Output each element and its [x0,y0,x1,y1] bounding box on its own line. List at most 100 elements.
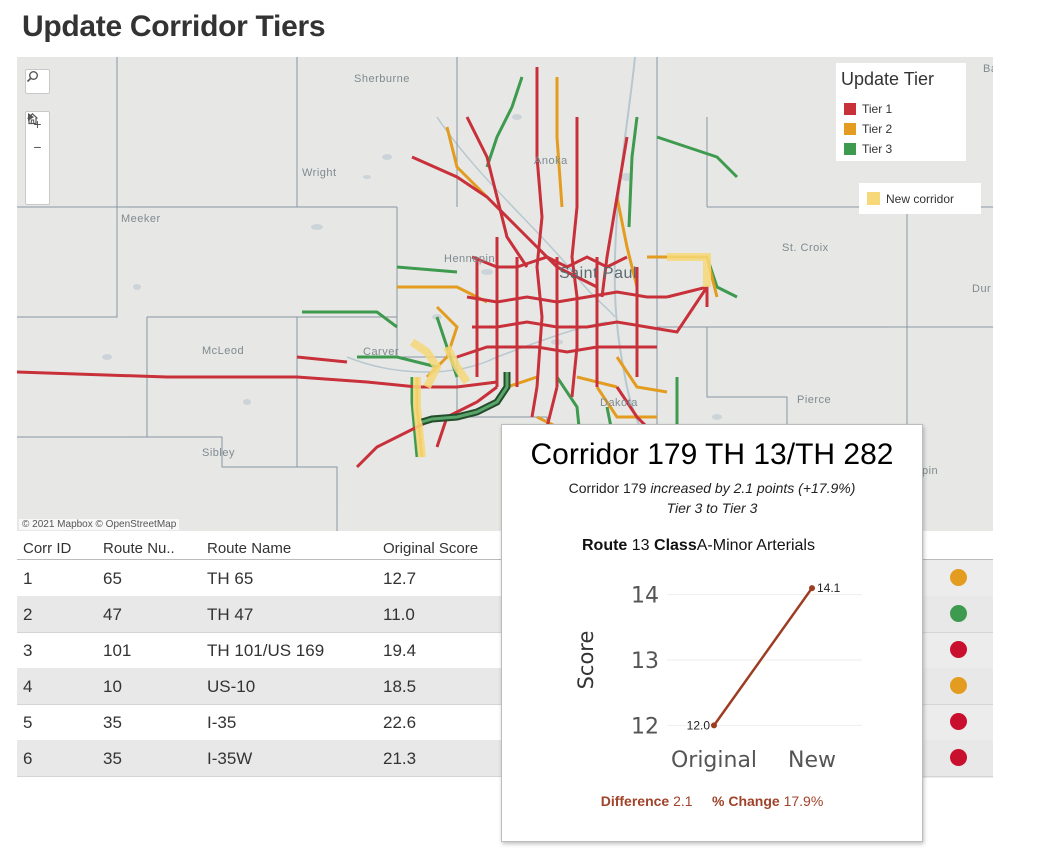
map-zoom-controls[interactable]: + − [25,111,50,205]
col-header-route-name[interactable]: Route Name [207,540,292,557]
map-label-hennepin: Hennepin [444,253,496,265]
legend-label: Tier 3 [862,142,893,156]
tooltip-subtitle-rest: increased by 2.1 points (+17.9%) [650,480,856,496]
legend-title: Update Tier [841,69,935,89]
tier-legend: Update Tier Tier 1 Tier 2 Tier 3 [836,63,966,161]
tier-cell [941,668,974,703]
cell-corr-id: 2 [23,605,33,624]
map-label-saint-paul: Saint Paul [559,265,637,282]
map-label-carver: Carver [363,346,400,358]
map-label-sherburne: Sherburne [354,73,410,85]
cell-route-name: TH 47 [207,605,254,624]
legend-item-tier-1[interactable]: Tier 1 [844,102,892,116]
cell-original-score: 12.7 [383,569,417,588]
map-label-mcleod: McLeod [202,345,245,357]
cell-corr-id: 3 [23,641,33,660]
tier-dot[interactable] [950,569,967,586]
y-tick-label: 13 [631,649,659,674]
new-corridor-swatch [867,192,880,205]
zoom-in-button[interactable]: + [33,115,42,132]
cell-route-number: 101 [103,641,132,660]
score-point [711,722,717,729]
cell-corr-id: 6 [23,749,33,768]
cell-route-name: TH 101/US 169 [207,641,325,660]
legend-swatch [844,103,856,115]
cell-route-name: US-10 [207,677,256,696]
cell-route-name: I-35W [207,749,253,768]
tier-cell [941,740,974,775]
legend-item-tier-3[interactable]: Tier 3 [844,142,892,156]
route-value: 13 [631,537,650,554]
corridor-tooltip: Corridor 179 TH 13/TH 282 Corridor 179 i… [501,424,923,842]
score-line [712,587,814,727]
legend-label: Tier 1 [862,102,893,116]
pct-change-value: 17.9% [783,793,824,809]
y-axis-label: Score [574,631,598,690]
cell-original-score: 19.4 [383,641,417,660]
score-point [809,585,815,592]
map-label-edge-dur: Dur [972,283,992,295]
cell-route-number: 65 [103,569,122,588]
y-tick-label: 12 [631,714,659,739]
map-attribution[interactable]: © 2021 Mapbox © OpenStreetMap [19,519,180,530]
cell-route-number: 35 [103,713,122,732]
route-label: Route [582,537,628,554]
cell-route-number: 47 [103,605,122,624]
col-header-corr-id[interactable]: Corr ID [23,540,72,557]
legend-label: Tier 2 [862,122,893,136]
tooltip-tier-change: Tier 3 to Tier 3 [666,500,758,516]
legend-swatch [844,123,856,135]
cell-route-number: 10 [103,677,122,696]
tooltip-route-info: Route 13 ClassA-Minor Arterials [582,537,815,555]
tier-cell [941,632,974,667]
tier-dot[interactable] [950,641,967,658]
cell-route-name: I-35 [207,713,237,732]
play-icon[interactable] [26,113,49,204]
data-label: 14.1 [817,581,841,595]
legend-item-tier-2[interactable]: Tier 2 [844,122,892,136]
tier-dot[interactable] [950,713,967,730]
cell-corr-id: 4 [23,677,33,696]
tooltip-subtitle-prefix: Corridor 179 [568,480,647,496]
difference-value: 2.1 [673,793,693,809]
new-corridor-legend[interactable]: New corridor [859,183,981,214]
col-header-original-score[interactable]: Original Score [383,540,479,557]
map-canvas[interactable] [17,57,993,531]
score-line-chart: 12 13 14 Score Original New 12.0 14.1 [574,581,862,773]
tier-dot[interactable] [950,677,967,694]
tier-cell [941,560,974,595]
x-tick-label: New [788,748,836,773]
tier-cell [941,704,974,739]
pct-change-label: % Change [712,793,780,809]
tier-dot[interactable] [950,605,967,622]
cell-corr-id: 5 [23,713,33,732]
cell-route-number: 35 [103,749,122,768]
map-label-wright: Wright [302,167,337,179]
class-value: A-Minor Arterials [696,537,815,554]
y-tick-label: 14 [631,584,659,609]
x-tick-label: Original [671,748,757,773]
cell-original-score: 21.3 [383,749,417,768]
cell-original-score: 18.5 [383,677,417,696]
tier-cell [941,596,974,631]
tooltip-subtitle: Corridor 179 increased by 2.1 points (+1… [502,480,922,496]
difference-label: Difference [600,793,670,809]
cell-route-name: TH 65 [207,569,254,588]
cell-original-score: 22.6 [383,713,417,732]
tooltip-difference: Difference 2.1 % Change 17.9% [502,793,922,809]
new-corridor-label: New corridor [886,191,955,206]
map-label-sibley: Sibley [202,447,235,459]
home-icon[interactable] [26,112,49,181]
map-label-edge-pin: pin [922,465,939,477]
data-label: 12.0 [687,718,711,732]
map-label-pierce: Pierce [797,394,832,406]
search-icon[interactable] [26,70,49,93]
page-title: Update Corridor Tiers [22,10,326,43]
map-label-meeker: Meeker [121,213,161,225]
legend-swatch [844,143,856,155]
col-header-route-number[interactable]: Route Nu.. [103,540,175,557]
cell-original-score: 11.0 [383,605,415,624]
tier-dot[interactable] [950,749,967,766]
map-search-control[interactable] [25,69,50,94]
zoom-out-button[interactable]: − [33,138,42,155]
